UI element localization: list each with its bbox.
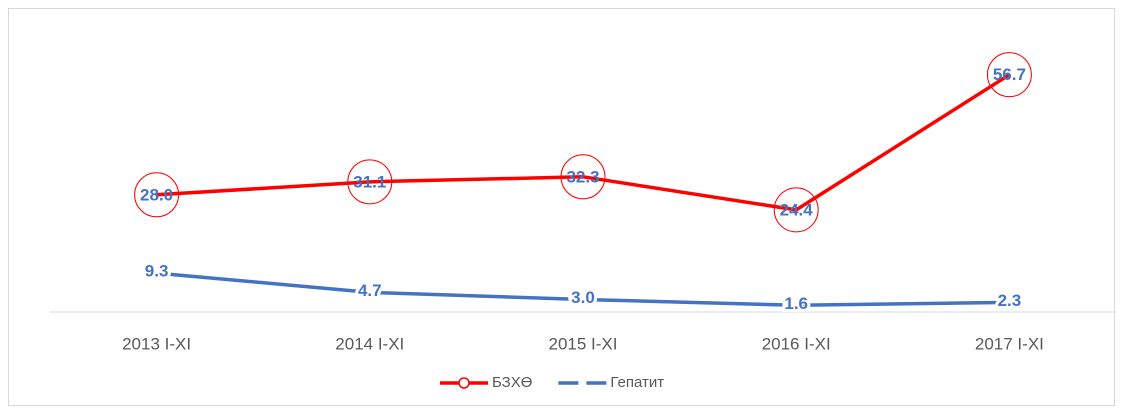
x-tick-label: 2015 I-XI bbox=[549, 334, 618, 353]
data-label: 1.6 bbox=[784, 294, 808, 313]
data-label: 9.3 bbox=[145, 262, 169, 281]
x-tick-label: 2014 I-XI bbox=[335, 334, 404, 353]
series-line bbox=[156, 73, 1011, 212]
data-label: 56.7 bbox=[993, 65, 1026, 84]
chart-frame bbox=[8, 8, 1115, 406]
x-tick-label: 2017 I-XI bbox=[975, 334, 1044, 353]
legend-label: БЗХӨ bbox=[492, 374, 532, 391]
data-label: 31.1 bbox=[353, 172, 386, 191]
data-label: 28.0 bbox=[140, 185, 173, 204]
series-line bbox=[156, 271, 1010, 308]
x-tick-label: 2013 I-XI bbox=[122, 334, 191, 353]
data-label: 24.4 bbox=[780, 200, 814, 219]
legend-label: Гепатит bbox=[610, 374, 664, 391]
marker bbox=[347, 159, 393, 205]
data-label: 32.3 bbox=[566, 167, 599, 186]
marker bbox=[773, 187, 819, 233]
data-label: 4.7 bbox=[358, 281, 382, 300]
marker bbox=[134, 172, 180, 218]
data-label: 3.0 bbox=[571, 288, 595, 307]
marker bbox=[986, 52, 1032, 98]
data-label: 2.3 bbox=[998, 291, 1022, 310]
marker bbox=[560, 154, 606, 200]
x-tick-label: 2016 I-XI bbox=[762, 334, 831, 353]
legend-marker bbox=[458, 377, 470, 389]
